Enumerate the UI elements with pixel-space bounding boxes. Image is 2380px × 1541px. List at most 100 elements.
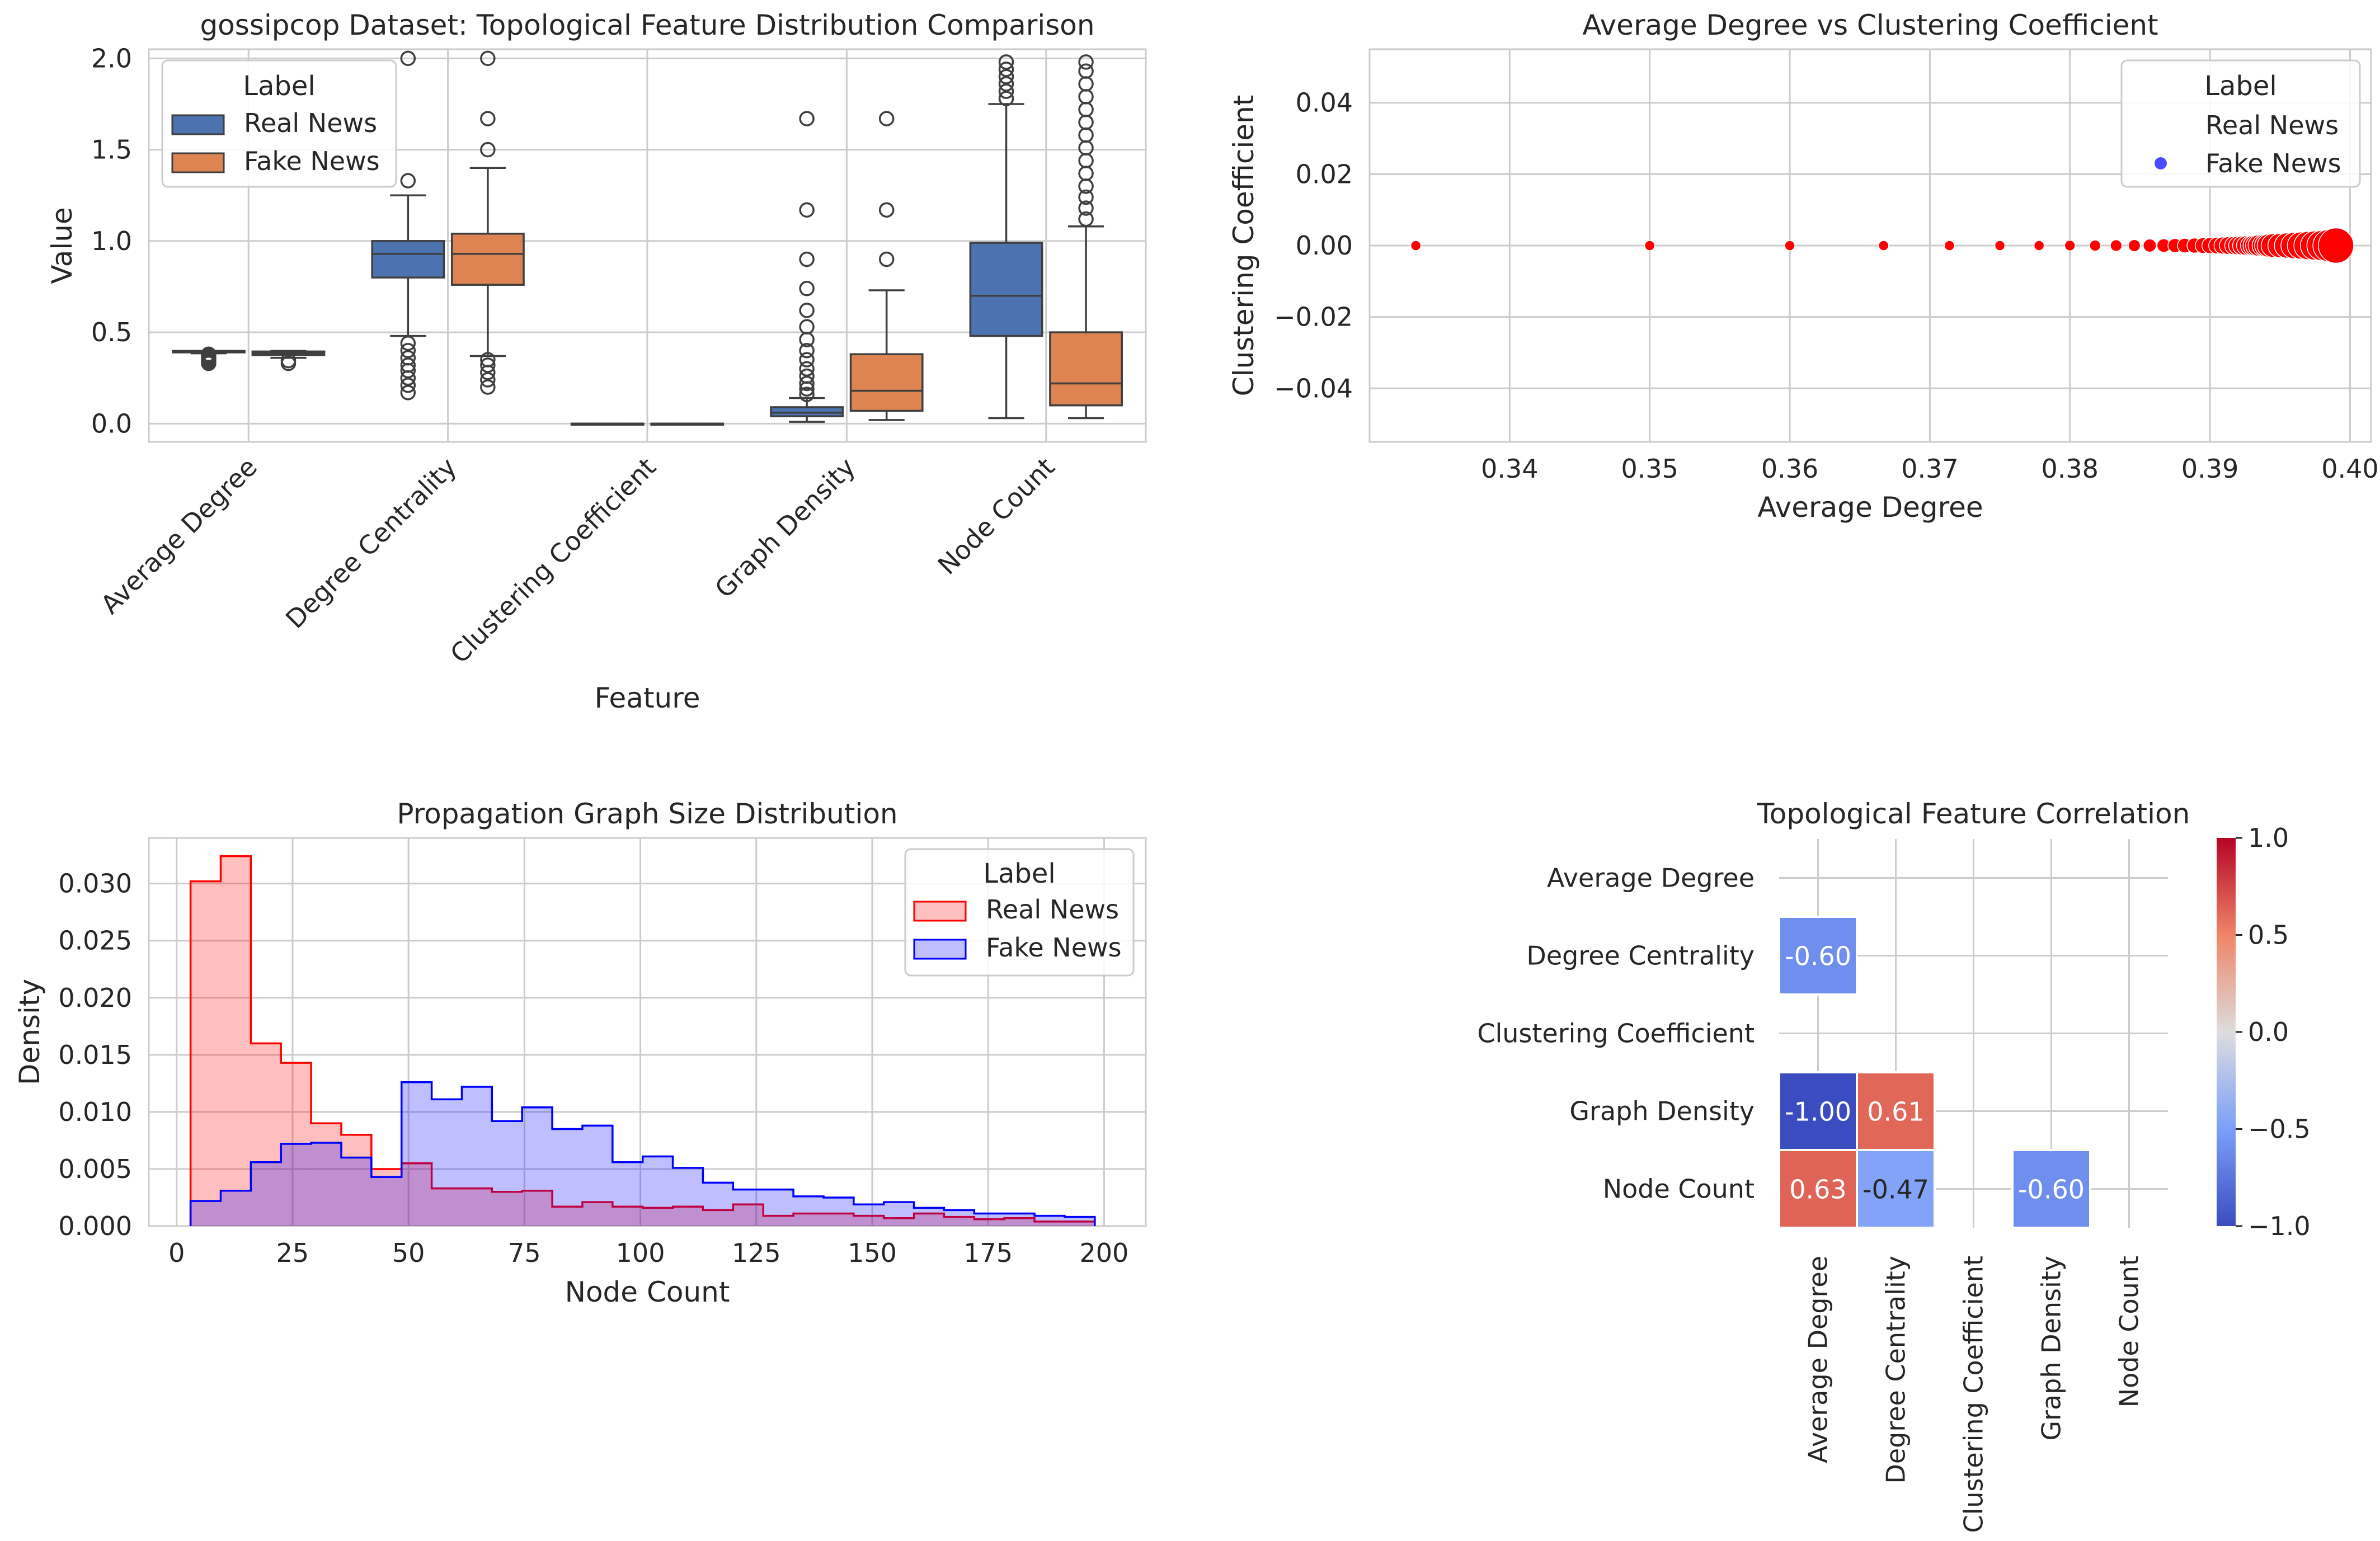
x-tick-label: 200 (1079, 1238, 1128, 1268)
hist-bar (220, 1190, 251, 1226)
x-axis-label: Feature (595, 682, 700, 714)
legend-title: Label (2204, 70, 2277, 102)
hist-bar (914, 1213, 944, 1226)
hist-bar (462, 1086, 492, 1226)
hist-bar (251, 1043, 281, 1226)
colorbar-tick-label: 0.5 (2248, 920, 2289, 950)
hist-bar (371, 1177, 402, 1226)
flier-point (1078, 54, 1094, 70)
heatmap-cell (2011, 1149, 2091, 1229)
x-tick-label: Average Degree (95, 452, 262, 620)
data-point (1878, 240, 1889, 251)
legend: Label Real News Fake News (904, 848, 1135, 977)
y-tick-label: 0.025 (58, 926, 132, 956)
panel-title: Average Degree vs Clustering Coefficient (1582, 9, 2158, 41)
flier-point (1078, 63, 1094, 79)
flier-point (400, 50, 416, 67)
x-tick-label: 0.35 (1621, 454, 1678, 484)
flier-point (1078, 114, 1094, 130)
y-tick-label: 0.030 (58, 869, 132, 899)
flier-point (201, 346, 217, 362)
hist-bar (251, 1162, 281, 1226)
flier-point (400, 357, 416, 373)
flier-point (400, 342, 416, 359)
plot-frame (1368, 48, 2372, 443)
hist-bar (672, 1207, 703, 1226)
flier-point (799, 342, 815, 359)
hist-bar (612, 1207, 643, 1226)
hist-bar (522, 1190, 553, 1226)
legend-label: Fake News (2205, 148, 2341, 178)
y-tick-label: 0.0 (91, 408, 132, 439)
x-tick-label: Node Count (932, 452, 1061, 581)
hist-bar (763, 1189, 794, 1226)
flier-point (799, 361, 815, 377)
colorbar (2217, 838, 2236, 1226)
col-label: Clustering Coefficient (1959, 1256, 1989, 1533)
hist-bar (311, 1123, 341, 1226)
x-tick-label: Degree Centrality (280, 452, 462, 634)
flier-point (1078, 189, 1094, 205)
y-tick-label: 1.5 (91, 135, 132, 165)
hist-bar (1064, 1221, 1095, 1226)
hist-bar (974, 1213, 1005, 1226)
panel-title: Topological Feature Correlation (1757, 798, 2190, 830)
hist-bar (974, 1219, 1005, 1226)
legend-title: Label (243, 70, 316, 102)
row-label: Graph Density (1569, 1096, 1755, 1127)
x-tick-label: 0.38 (2042, 454, 2099, 484)
data-point (2110, 239, 2123, 252)
legend-swatch (171, 114, 225, 135)
heatmap-cell (1856, 1149, 1936, 1229)
hist-bar (914, 1208, 944, 1226)
legend-swatch (171, 152, 225, 173)
hist-bar (642, 1208, 673, 1226)
flier-point (1078, 153, 1094, 168)
data-point (2128, 239, 2141, 252)
panel-title: Propagation Graph Size Distribution (397, 798, 897, 830)
hist-bar (883, 1218, 914, 1226)
boxplot-panel: 0.0 0.5 1.0 1.5 2.0 Average Degree Degree Cent… (46, 9, 1147, 714)
flier-point (480, 379, 496, 395)
hist-bar (1034, 1221, 1065, 1226)
hist-bar (431, 1099, 462, 1226)
row-label: Average Degree (1547, 863, 1755, 893)
hist-bar (552, 1129, 582, 1226)
data-point (1644, 240, 1655, 251)
hist-bar (492, 1191, 523, 1226)
hist-bar (883, 1202, 914, 1226)
hist-bar (944, 1210, 975, 1226)
flier-point (1078, 101, 1094, 117)
y-axis-label: Density (13, 979, 46, 1085)
data-point (1944, 240, 1955, 251)
box-1-4 (1049, 331, 1123, 407)
row-label: Clustering Coefficient (1477, 1019, 1755, 1049)
flier-point (998, 54, 1014, 70)
panel-title: gossipcop Dataset: Topological Feature D… (200, 9, 1094, 41)
hist-bar (1034, 1215, 1065, 1226)
flier-point (799, 375, 815, 392)
colorbar-tick-label: 1.0 (2248, 823, 2289, 853)
flier-point (998, 76, 1014, 92)
box-1-1 (450, 233, 525, 286)
hist-bar (582, 1125, 613, 1226)
flier-point (878, 202, 895, 218)
legend-label: Real News (244, 108, 377, 138)
colorbar-tick-label: −0.5 (2248, 1114, 2311, 1144)
legend-box (2120, 59, 2361, 188)
x-tick-label: 0.37 (1901, 454, 1958, 484)
hist-bar (703, 1210, 733, 1226)
hist-bar (793, 1213, 824, 1226)
box-1-3 (849, 353, 924, 412)
y-tick-label: 0.020 (58, 983, 132, 1013)
hist-bar (944, 1217, 975, 1226)
col-label: Average Degree (1803, 1256, 1833, 1463)
cell-value-label: -0.60 (1785, 941, 1851, 972)
histogram-panel: 0.000 0.005 0.010 0.015 0.020 0.025 0.030 0 25 50… (13, 798, 1147, 1308)
x-tick-label: 0.39 (2181, 454, 2238, 484)
hist-bar (431, 1188, 462, 1226)
flier-point (998, 62, 1014, 77)
x-axis-label: Average Degree (1757, 491, 1983, 524)
hist-bar (401, 1082, 432, 1226)
legend-swatch (913, 901, 967, 922)
